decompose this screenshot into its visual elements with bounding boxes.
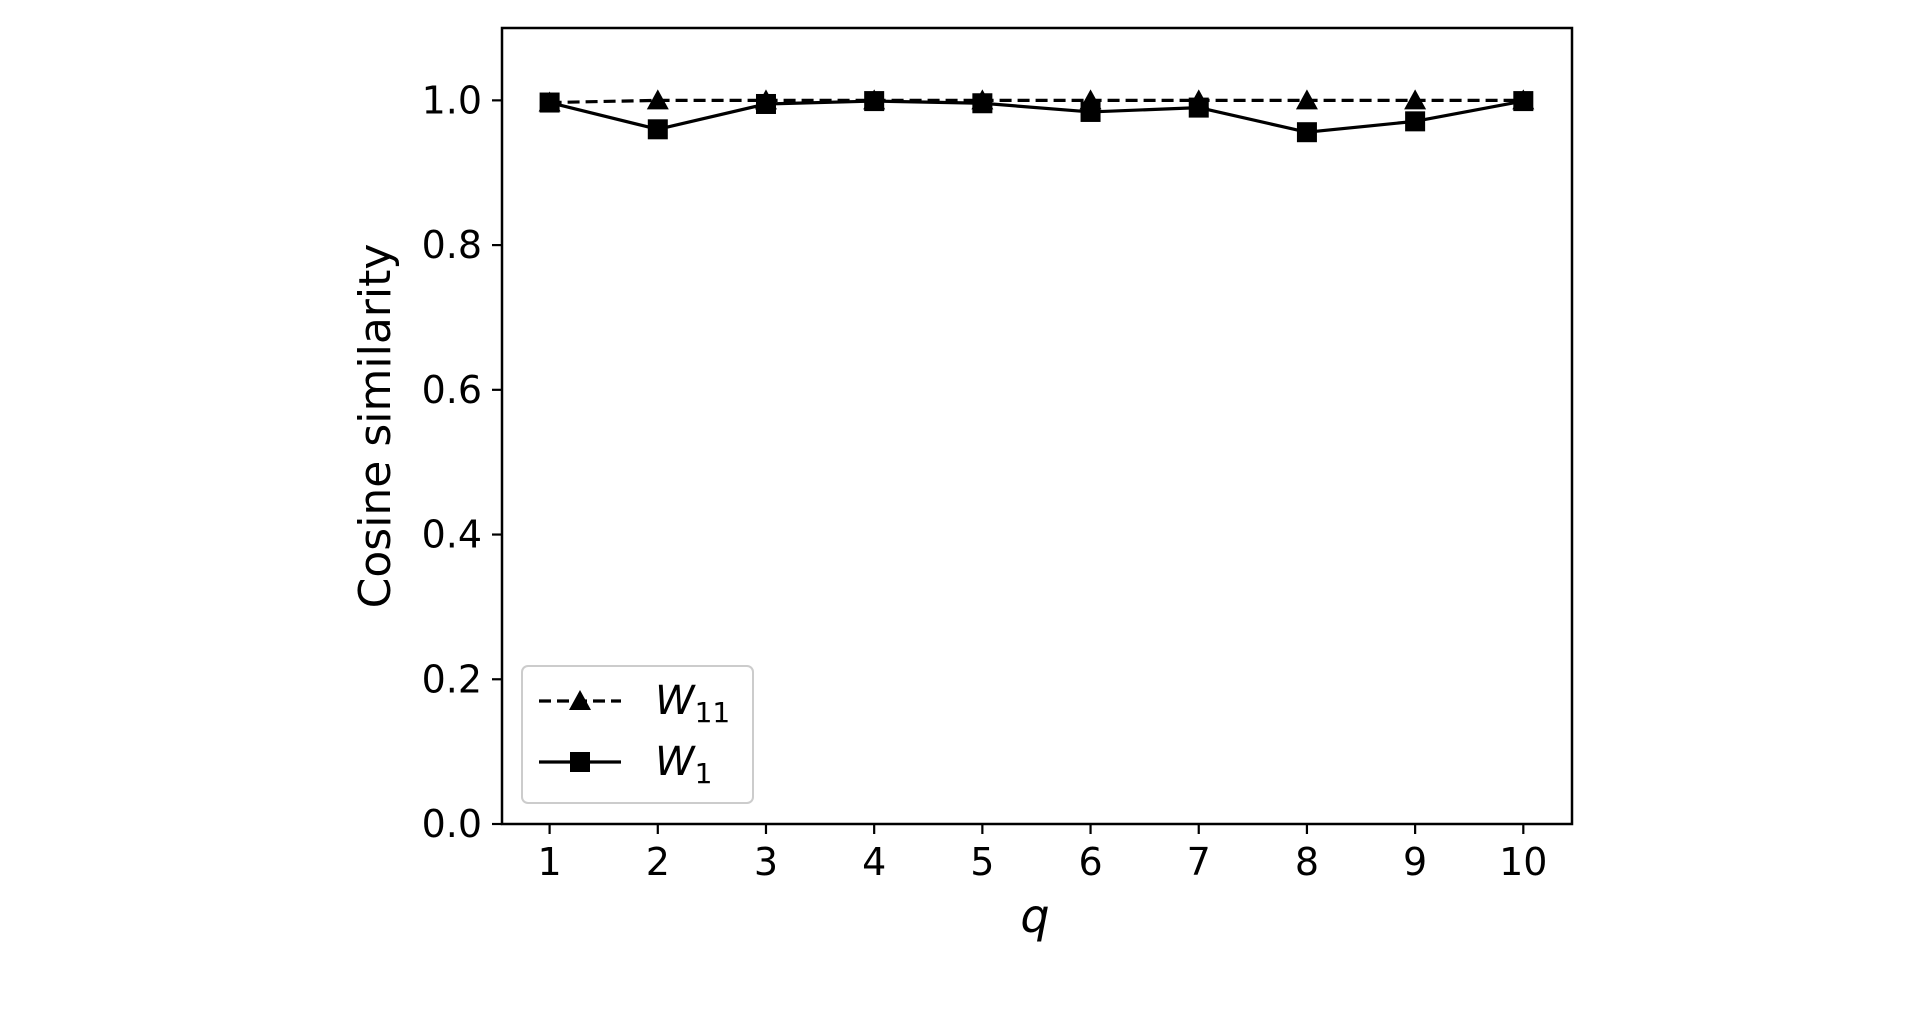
data-point-square [1188,97,1209,118]
legend: W11 W1 [521,665,754,804]
legend-label-w1: W1 [655,739,712,790]
data-point-square [1513,91,1534,112]
data-point-square [1296,122,1317,143]
data-point-square [864,91,885,112]
x-axis-label: q [1020,889,1049,943]
legend-label-w11: W11 [655,678,730,729]
y-tick-label: 0.8 [422,223,482,267]
data-point-triangle [1295,89,1318,110]
data-point-triangle [1404,89,1427,110]
y-tick-label: 0.2 [422,657,482,701]
x-tick-label: 3 [754,840,778,884]
x-tick-label: 5 [970,840,994,884]
series-W1 [539,91,1534,143]
x-tick-label: 2 [646,840,670,884]
x-tick-label: 6 [1078,840,1102,884]
x-tick-label: 7 [1187,840,1211,884]
data-point-square [1405,111,1426,132]
y-tick-label: 0.6 [422,368,482,412]
x-tick-label: 4 [862,840,886,884]
y-tick-label: 0.0 [422,802,482,846]
x-tick-label: 9 [1403,840,1427,884]
legend-box [521,665,754,804]
legend-triangle-marker-icon [569,690,591,710]
x-tick-label: 10 [1499,840,1547,884]
y-tick-label: 0.4 [422,513,482,557]
series-layer [538,89,1535,143]
data-point-triangle [646,89,669,110]
y-tick-label: 1.0 [422,78,482,122]
plot-frame [500,26,1574,826]
legend-square-marker-icon [570,752,590,772]
data-point-square [755,93,776,114]
y-axis-ticks: 0.0 0.2 0.4 0.6 0.8 1.0 [422,78,502,846]
data-point-square [647,119,668,140]
y-axis-label: Cosine similarity [350,244,401,609]
data-point-square [539,92,560,113]
x-tick-label: 8 [1295,840,1319,884]
x-tick-label: 1 [538,840,562,884]
series-line [549,99,1524,134]
series-line [549,98,1524,105]
x-axis-ticks: 1 2 3 4 5 6 7 8 9 10 [538,824,1547,884]
data-point-square [972,93,993,114]
data-point-square [1080,101,1101,122]
